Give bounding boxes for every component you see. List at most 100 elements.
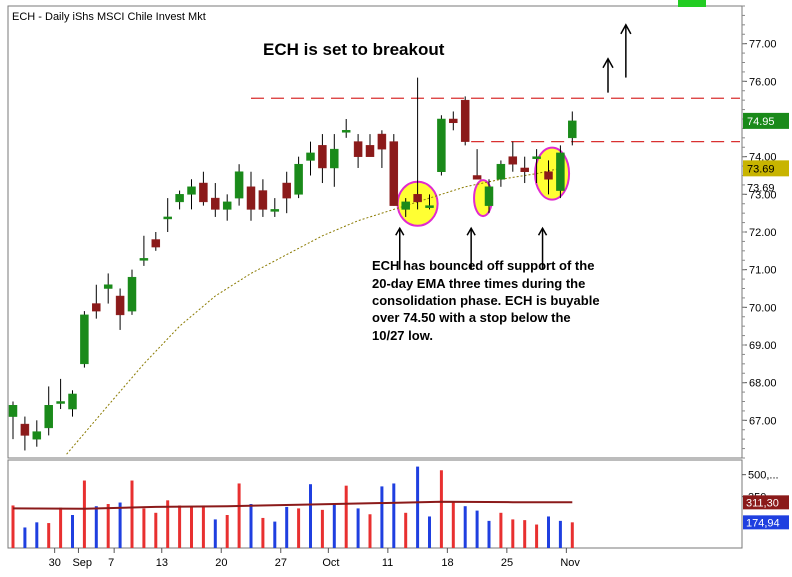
candle-down (472, 175, 482, 180)
date-tick-label: 7 (108, 557, 114, 569)
annotation-note: ECH has bounced off support of the 20-da… (372, 258, 600, 343)
support-arrow-head (395, 226, 405, 236)
volume-average-line (12, 500, 573, 510)
candle-down (258, 190, 268, 210)
volume-bar-down (106, 504, 110, 548)
candle-down (449, 118, 458, 124)
volume-bar-down (59, 507, 63, 548)
volume-bar-down (154, 512, 158, 548)
candle-up (139, 258, 149, 261)
candle-up (234, 171, 244, 199)
volume-bar-down (142, 508, 146, 548)
volume-bar-up (392, 483, 396, 548)
ema-20-polyline (66, 167, 561, 455)
date-tick-label: 27 (275, 557, 287, 569)
volume-bar-down (297, 508, 301, 548)
volume-bar-up (558, 520, 562, 548)
price-tick-label: 68.00 (749, 378, 777, 390)
volume-badge-bg (743, 495, 789, 510)
volume-bar-up (487, 520, 491, 548)
volume-bar-down (368, 514, 372, 548)
volume-bar-down (11, 505, 15, 548)
volume-bar-down (320, 509, 324, 548)
date-tick-label: Oct (322, 557, 339, 569)
candle-up (163, 216, 172, 220)
candle-up (294, 163, 303, 195)
volume-bars (11, 466, 574, 548)
volume-bar-down (201, 505, 205, 548)
candle-down (508, 156, 518, 165)
symbol-label: ECH - Daily iShs MSCI Chile Invest Mkt (12, 11, 206, 23)
volume-bar-up (332, 503, 336, 548)
note-line-5: 10/27 low. (372, 328, 433, 343)
support-arrow-head (466, 226, 476, 236)
candle-up (306, 152, 315, 161)
candle-up (56, 401, 65, 404)
date-axis: 30 Sep 7 13 20 27 Oct 11 18 25 Nov (49, 548, 580, 569)
candle-down (151, 239, 161, 248)
candle-up (127, 276, 137, 312)
volume-bar-down (47, 523, 51, 548)
candle-up (556, 152, 565, 191)
chart-title: ECH is set to breakout (263, 40, 445, 59)
price-tick-label: 77.00 (749, 39, 777, 51)
volume-bar-up (273, 521, 277, 548)
candle-up (187, 186, 196, 195)
candle-up (401, 201, 410, 210)
date-tick-label: Nov (560, 557, 580, 569)
price-badge-bg (743, 160, 789, 177)
date-tick-label: 11 (382, 557, 393, 569)
volume-bar-down (166, 500, 170, 548)
candle-down (520, 167, 529, 172)
volume-bar-up (213, 519, 217, 548)
price-panel: 67.0068.0069.0070.0071.0072.0073.0074.00… (7, 5, 789, 459)
ema-20-line (66, 167, 561, 455)
volume-bar-down (190, 506, 193, 548)
candle-down (211, 197, 220, 210)
price-badge-label: 73.69 (747, 182, 775, 194)
volume-bar-down (261, 517, 265, 548)
candle-up (8, 405, 18, 417)
date-tick-label: Sep (72, 557, 92, 569)
volume-bar-down (535, 524, 539, 548)
candle-down (413, 194, 422, 203)
volume-bar-up (356, 508, 360, 548)
volume-bar-down (225, 515, 229, 548)
candle-down (389, 141, 399, 206)
note-line-2: 20-day EMA three times during the (372, 276, 585, 291)
candle-down (115, 295, 125, 316)
resistance-lines (251, 97, 740, 143)
price-tick-label: 76.00 (749, 76, 777, 88)
price-badge-bg (743, 112, 789, 129)
candle-up (496, 163, 506, 180)
volume-bar-down (523, 520, 527, 548)
candle-down (544, 171, 553, 180)
candle-down (246, 186, 256, 210)
candle-up (532, 156, 541, 159)
volume-bar-down (511, 519, 515, 548)
candle-down (377, 133, 387, 150)
candle-up (44, 405, 53, 429)
price-tick-label: 67.00 (749, 415, 777, 427)
price-axis: 67.0068.0069.0070.0071.0072.0073.0074.00… (742, 5, 789, 459)
volume-bar-down (439, 470, 443, 548)
volume-tick-label: 500,... (748, 470, 779, 482)
candle-down (199, 182, 208, 203)
candle-up (32, 431, 42, 440)
volume-bar-up (94, 506, 98, 548)
volume-bar-up (380, 486, 384, 548)
note-line-3: consolidation phase. ECH is buyable (372, 293, 600, 308)
volume-bar-down (237, 483, 241, 548)
date-tick-label: 18 (441, 557, 453, 569)
volume-bar-down (82, 480, 86, 548)
breakout-arrow-head (602, 57, 614, 69)
candle-up (80, 314, 89, 365)
candle-up (425, 205, 434, 208)
candle-down (365, 145, 375, 157)
candle-up (437, 118, 446, 172)
volume-bar-up (463, 506, 467, 548)
volume-bar-up (118, 502, 122, 548)
